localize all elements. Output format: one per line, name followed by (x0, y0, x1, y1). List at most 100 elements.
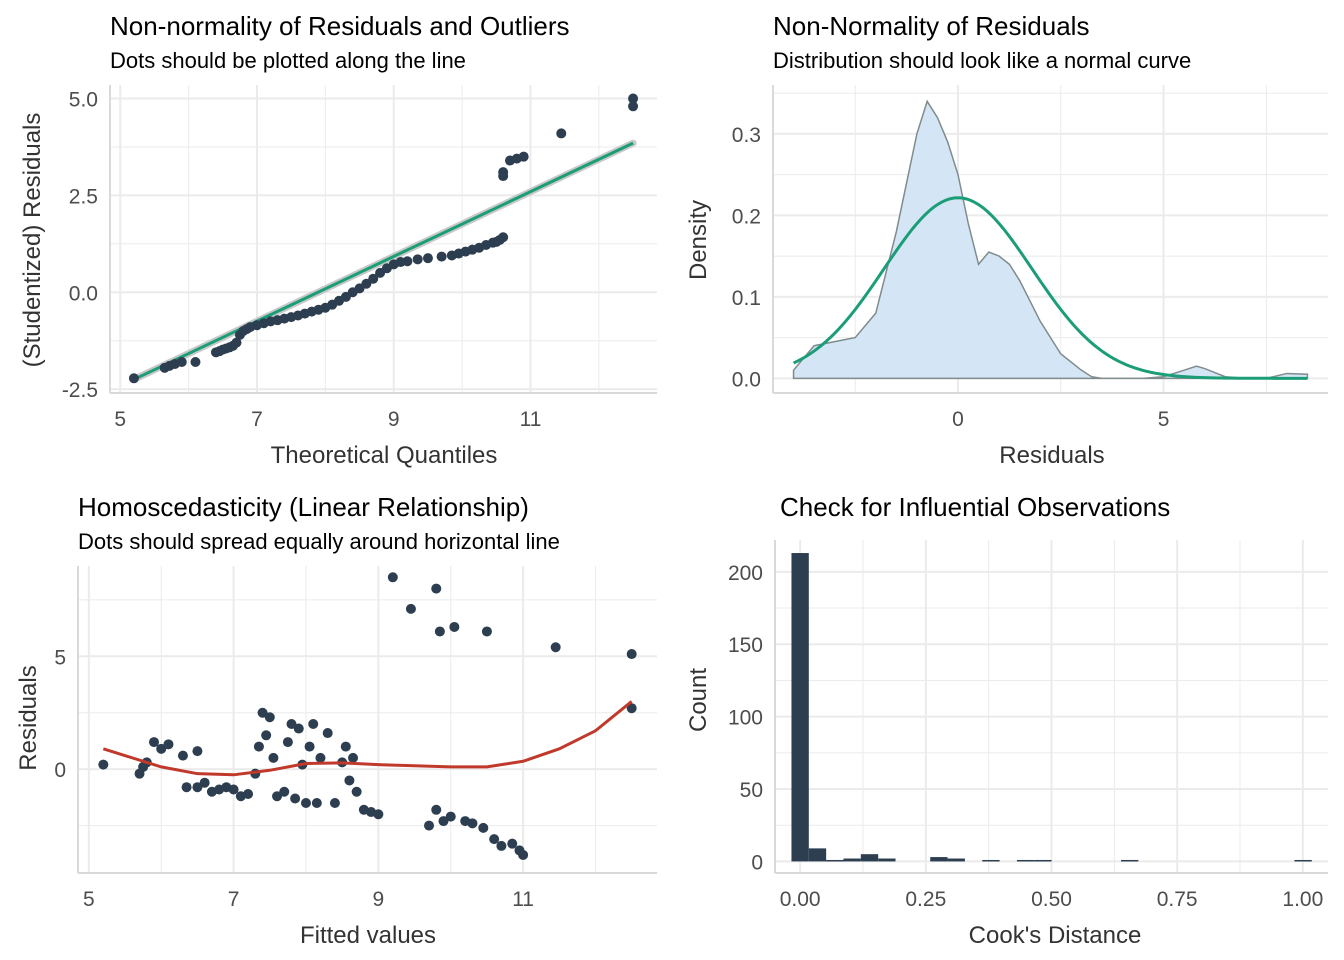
x-tick-label: 9 (373, 888, 385, 911)
residual-point (304, 741, 315, 752)
y-tick-label: 5.0 (69, 89, 98, 112)
qq-y-ticks: -2.5 0.0 2.5 5.0 (62, 89, 98, 403)
residual-point (308, 719, 319, 730)
qq-point (498, 232, 509, 243)
residual-point (340, 741, 351, 752)
residual-point (192, 746, 203, 757)
histogram-bar (791, 553, 809, 862)
y-tick-label: 0.0 (732, 368, 761, 391)
residual-point (322, 728, 333, 739)
qq-point (231, 337, 242, 348)
residual-point (405, 603, 416, 614)
residual-point (98, 759, 109, 770)
qq-point (628, 101, 639, 112)
histogram-bar (878, 858, 896, 862)
homoscedasticity-title: Homoscedasticity (Linear Relationship) (78, 492, 529, 522)
qq-point (128, 373, 139, 384)
residual-point (199, 777, 210, 788)
qq-points (128, 93, 639, 384)
residual-point (329, 798, 340, 809)
residual-point (148, 737, 159, 748)
homoscedasticity-y-label: Residuals (15, 665, 42, 770)
density-subtitle: Distribution should look like a normal c… (773, 48, 1191, 73)
qq-point (176, 357, 187, 368)
residual-point (431, 583, 442, 594)
residual-point (286, 719, 297, 730)
x-tick-label: 9 (388, 408, 400, 431)
x-tick-label: 0.25 (905, 888, 946, 911)
residual-point (156, 743, 167, 754)
residual-point (282, 737, 293, 748)
homoscedasticity-points (98, 572, 637, 860)
histogram-bar (1016, 859, 1035, 862)
residual-point (268, 752, 279, 763)
homoscedasticity-x-ticks: 5 7 9 11 (83, 888, 534, 911)
x-tick-label: 5 (1158, 408, 1170, 431)
residual-point (181, 782, 192, 793)
cooks-y-ticks: 0 50 100 150 200 (728, 562, 763, 875)
x-tick-label: 11 (520, 408, 542, 431)
residual-point (478, 822, 489, 833)
residual-point (348, 752, 359, 763)
cooks-grid (774, 540, 1328, 874)
reference-line (133, 141, 634, 381)
y-tick-label: -2.5 (62, 379, 98, 402)
histogram-bar (843, 858, 861, 862)
residual-point (311, 798, 322, 809)
residual-point (315, 752, 326, 763)
qq-title: Non-normality of Residuals and Outliers (110, 11, 570, 41)
residual-point (431, 804, 442, 815)
residual-point (481, 626, 492, 637)
y-tick-label: 0.2 (732, 205, 761, 228)
residual-point (264, 712, 275, 723)
cooks-x-ticks: 0.00 0.25 0.50 0.75 1.00 (780, 888, 1324, 911)
residual-point (272, 791, 283, 802)
qq-point (556, 128, 567, 139)
qq-reference-line (130, 139, 637, 383)
residual-point (518, 849, 529, 860)
histogram-bar (860, 854, 879, 862)
residual-point (626, 703, 637, 714)
y-tick-label: 0.0 (69, 282, 98, 305)
x-tick-label: 5 (83, 888, 95, 911)
qq-grid (109, 85, 657, 394)
residual-point (550, 642, 561, 653)
histogram-bar (826, 859, 844, 862)
y-tick-label: 150 (728, 634, 763, 657)
density-curve (792, 99, 1309, 380)
qq-point (368, 273, 379, 284)
y-tick-label: 0.3 (732, 124, 761, 147)
x-tick-label: 0.50 (1031, 888, 1072, 911)
density-x-label: Residuals (999, 442, 1104, 469)
x-tick-label: 0 (952, 408, 964, 431)
residual-point (344, 775, 355, 786)
residual-point (373, 809, 384, 820)
residual-point (253, 741, 264, 752)
x-tick-label: 0.00 (780, 888, 821, 911)
y-tick-label: 200 (728, 562, 763, 585)
residual-point (177, 750, 188, 761)
x-tick-label: 7 (251, 408, 263, 431)
residual-point (228, 784, 239, 795)
y-tick-label: 100 (728, 707, 763, 730)
residual-point (293, 723, 304, 734)
qq-subtitle: Dots should be plotted along the line (110, 48, 466, 73)
density-y-ticks: 0.0 0.1 0.2 0.3 (732, 124, 761, 391)
qq-point (361, 278, 372, 289)
cooks-title: Check for Influential Observations (780, 492, 1170, 522)
residual-point (192, 782, 203, 793)
density-normal-curve (792, 196, 1308, 380)
residual-point (489, 834, 500, 845)
y-tick-label: 0.1 (732, 287, 761, 310)
homoscedasticity-x-label: Fitted values (300, 922, 436, 949)
histogram-bar (930, 857, 948, 862)
qq-point (190, 357, 201, 368)
residual-point (507, 838, 518, 849)
residual-point (424, 820, 435, 831)
qq-x-label: Theoretical Quantiles (271, 442, 498, 469)
qq-point (498, 167, 509, 178)
histogram-bar (808, 848, 827, 862)
x-tick-label: 5 (114, 408, 126, 431)
